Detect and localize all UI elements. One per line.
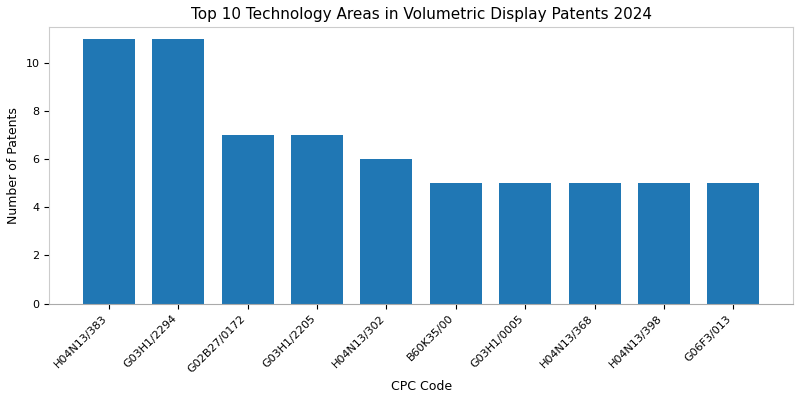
Y-axis label: Number of Patents: Number of Patents	[7, 107, 20, 224]
Bar	[361, 159, 413, 304]
Bar	[499, 184, 551, 304]
Title: Top 10 Technology Areas in Volumetric Display Patents 2024: Top 10 Technology Areas in Volumetric Di…	[190, 7, 652, 22]
Bar	[222, 135, 274, 304]
Bar	[569, 184, 621, 304]
Bar	[707, 184, 759, 304]
Bar	[291, 135, 343, 304]
X-axis label: CPC Code: CPC Code	[390, 380, 452, 393]
Bar	[152, 39, 205, 304]
Bar	[430, 184, 482, 304]
Bar	[83, 39, 135, 304]
Bar	[638, 184, 690, 304]
